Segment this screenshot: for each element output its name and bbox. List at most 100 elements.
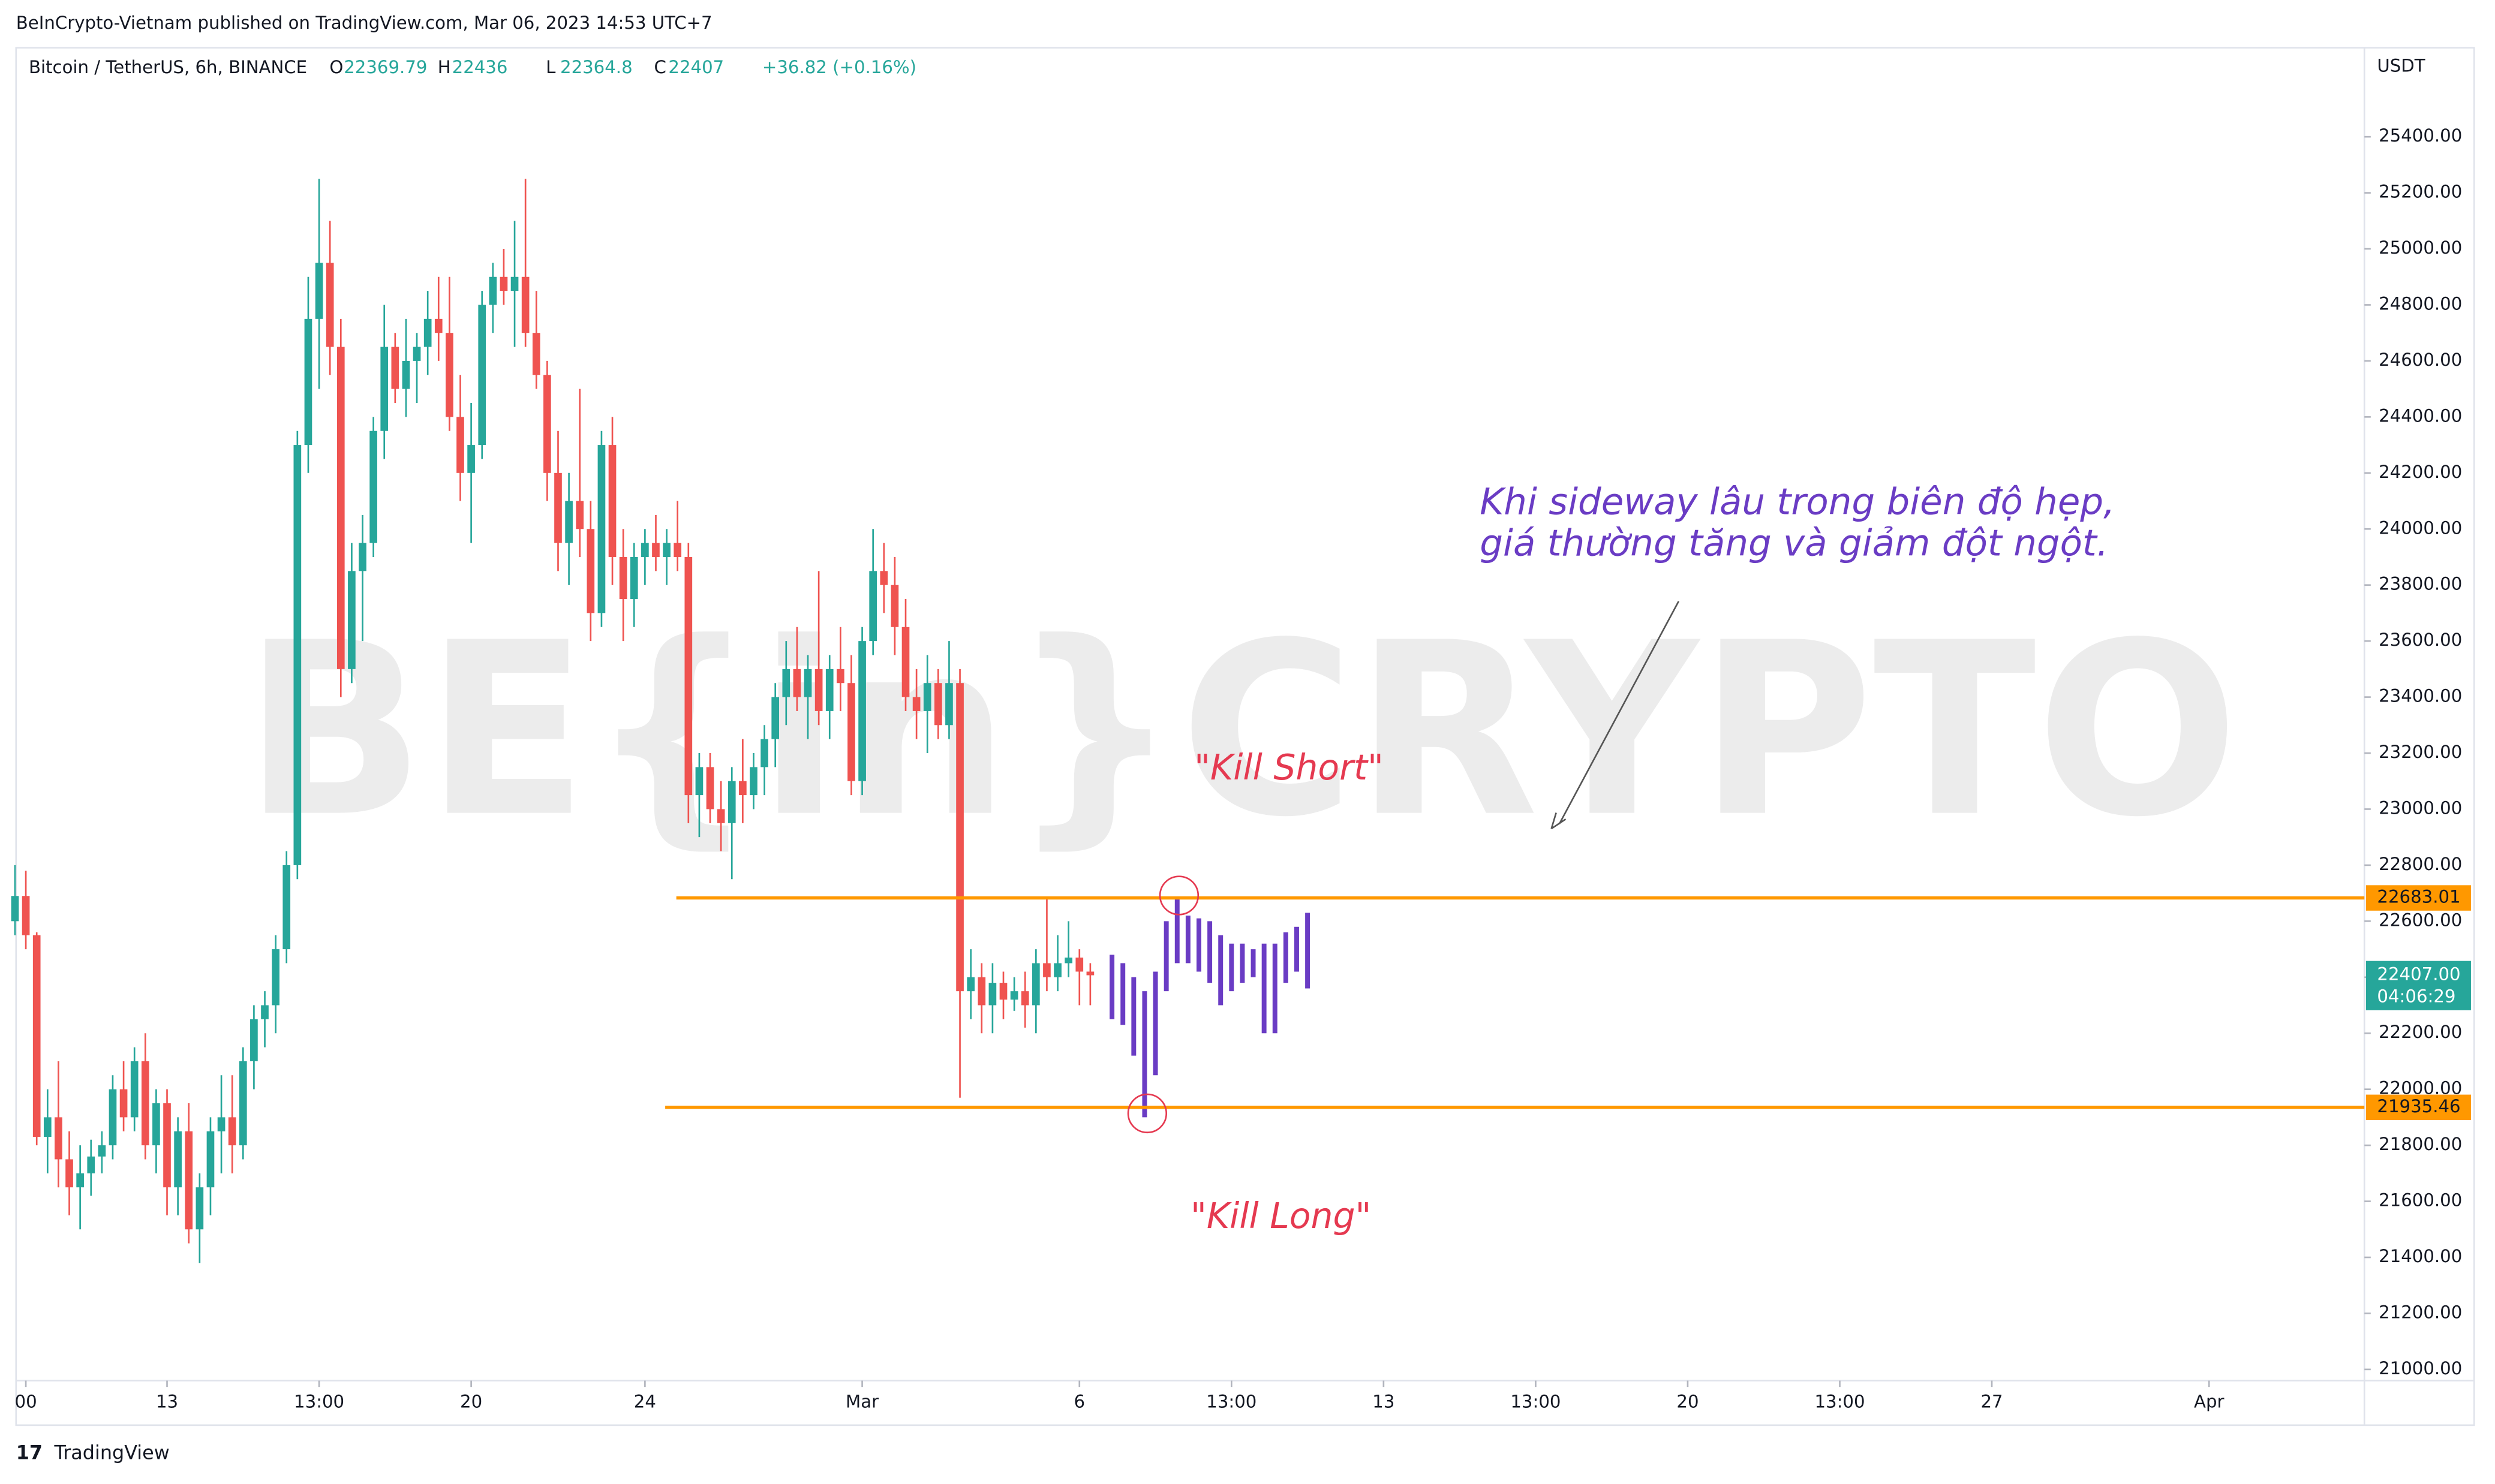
candle-body (619, 556, 627, 600)
ohlc-value: 22369.79 (344, 57, 427, 77)
y-tick-label: 25400.00 (2379, 125, 2462, 146)
candle-body (988, 983, 997, 1006)
candle-body (272, 949, 279, 1006)
y-tick-label: 23400.00 (2379, 686, 2462, 706)
candle-body (130, 1061, 139, 1118)
candle-body (446, 333, 453, 417)
candle-body (576, 501, 584, 529)
candle-body (695, 767, 704, 796)
candle-body (369, 431, 377, 543)
candle-body (1043, 963, 1051, 977)
y-tick-label: 24600.00 (2379, 350, 2462, 370)
ohlc-value: 22407 (668, 57, 724, 77)
candle-body (554, 472, 562, 543)
candle-body (206, 1131, 215, 1188)
candle-body (467, 445, 475, 473)
y-tick-label: 23600.00 (2379, 630, 2462, 650)
last-price-label: 22407.00 (2377, 964, 2460, 985)
y-tick-label: 21000.00 (2379, 1358, 2462, 1378)
note-line: giá thường tăng và giảm đột ngột. (1480, 522, 2108, 564)
candle-body (456, 417, 464, 473)
ohlc-value: 22436 (452, 57, 508, 77)
candle-body (587, 529, 595, 613)
candle-body (597, 445, 606, 613)
candle-body (22, 896, 30, 935)
candle-body (684, 556, 693, 796)
candle-body (999, 983, 1008, 1000)
x-tick-label: 20 (460, 1392, 482, 1412)
candle-body (728, 781, 736, 823)
candle-body (228, 1117, 236, 1146)
highlight-circle (1159, 875, 1200, 916)
candle-body (565, 501, 573, 543)
candle-body (1021, 991, 1029, 1006)
candle-body (825, 669, 834, 711)
candle-body (163, 1103, 171, 1188)
candle-body (185, 1131, 193, 1230)
candle-body (500, 276, 508, 291)
candle-body (912, 697, 921, 711)
x-tick-label: 24 (634, 1392, 656, 1412)
candle-body (945, 683, 953, 726)
candle-body (750, 767, 757, 796)
ohlc-change: +36.82 (+0.16%) (762, 57, 916, 77)
candle-body (196, 1187, 204, 1230)
note-line: Khi sideway lâu trong biên độ hẹp, (1480, 481, 2115, 523)
candle-body (239, 1061, 247, 1146)
candle-body (315, 263, 323, 319)
candle-body (663, 543, 671, 557)
candle-body (641, 543, 649, 557)
y-tick-label: 22600.00 (2379, 910, 2462, 930)
candle-body (837, 669, 844, 684)
kill-long: "Kill Long" (1191, 1196, 1371, 1236)
x-tick-label: 13:00 (294, 1392, 344, 1412)
y-tick-label: 21400.00 (2379, 1246, 2462, 1266)
candle-body (152, 1103, 160, 1146)
candle-body (489, 276, 497, 305)
candle-body (869, 571, 877, 642)
candle-body (978, 977, 986, 1006)
y-tick-label: 21800.00 (2379, 1134, 2462, 1154)
candle-body (793, 669, 801, 697)
candle-body (32, 935, 41, 1137)
candle-body (760, 739, 768, 767)
y-tick-label: 24400.00 (2379, 405, 2462, 426)
candle-body (543, 375, 551, 473)
x-tick-label: 13:00 (1510, 1392, 1561, 1412)
candle-body (1086, 971, 1095, 976)
candle-body (11, 896, 19, 922)
candle-body (706, 767, 714, 809)
candle-body (934, 683, 942, 726)
arrow-line (1558, 601, 1680, 824)
ohlc-value: 22364.8 (560, 57, 633, 77)
y-tick-label: 21600.00 (2379, 1190, 2462, 1211)
publisher: BeInCrypto-Vietnam published on TradingV… (16, 13, 713, 33)
candle-body (1010, 991, 1018, 1000)
candle-body (55, 1117, 62, 1160)
candle-body (521, 276, 530, 333)
x-tick-label: 27 (1980, 1392, 2003, 1412)
candle-body (814, 669, 823, 711)
candle-body (380, 347, 389, 431)
x-tick-label: 13:00 (1206, 1392, 1256, 1412)
candle-body (956, 683, 964, 992)
candle-body (782, 669, 790, 697)
highlight-circle (1127, 1093, 1168, 1134)
candle-body (434, 318, 443, 333)
kill-short: "Kill Short" (1194, 747, 1384, 788)
candle-body (1054, 963, 1062, 977)
candle-body (119, 1089, 128, 1118)
arrow-head (1550, 812, 1567, 830)
candle-body (76, 1173, 84, 1188)
y-tick-label: 24200.00 (2379, 462, 2462, 482)
candle-body (880, 571, 888, 585)
frame (15, 47, 2475, 1426)
y-tick-label: 25200.00 (2379, 182, 2462, 202)
candle-body (413, 347, 421, 361)
candle-body (174, 1131, 182, 1188)
y-tick-label: 22800.00 (2379, 854, 2462, 874)
ohlc-key: O (329, 57, 343, 77)
candle-body (771, 697, 780, 739)
candle-body (510, 276, 519, 291)
